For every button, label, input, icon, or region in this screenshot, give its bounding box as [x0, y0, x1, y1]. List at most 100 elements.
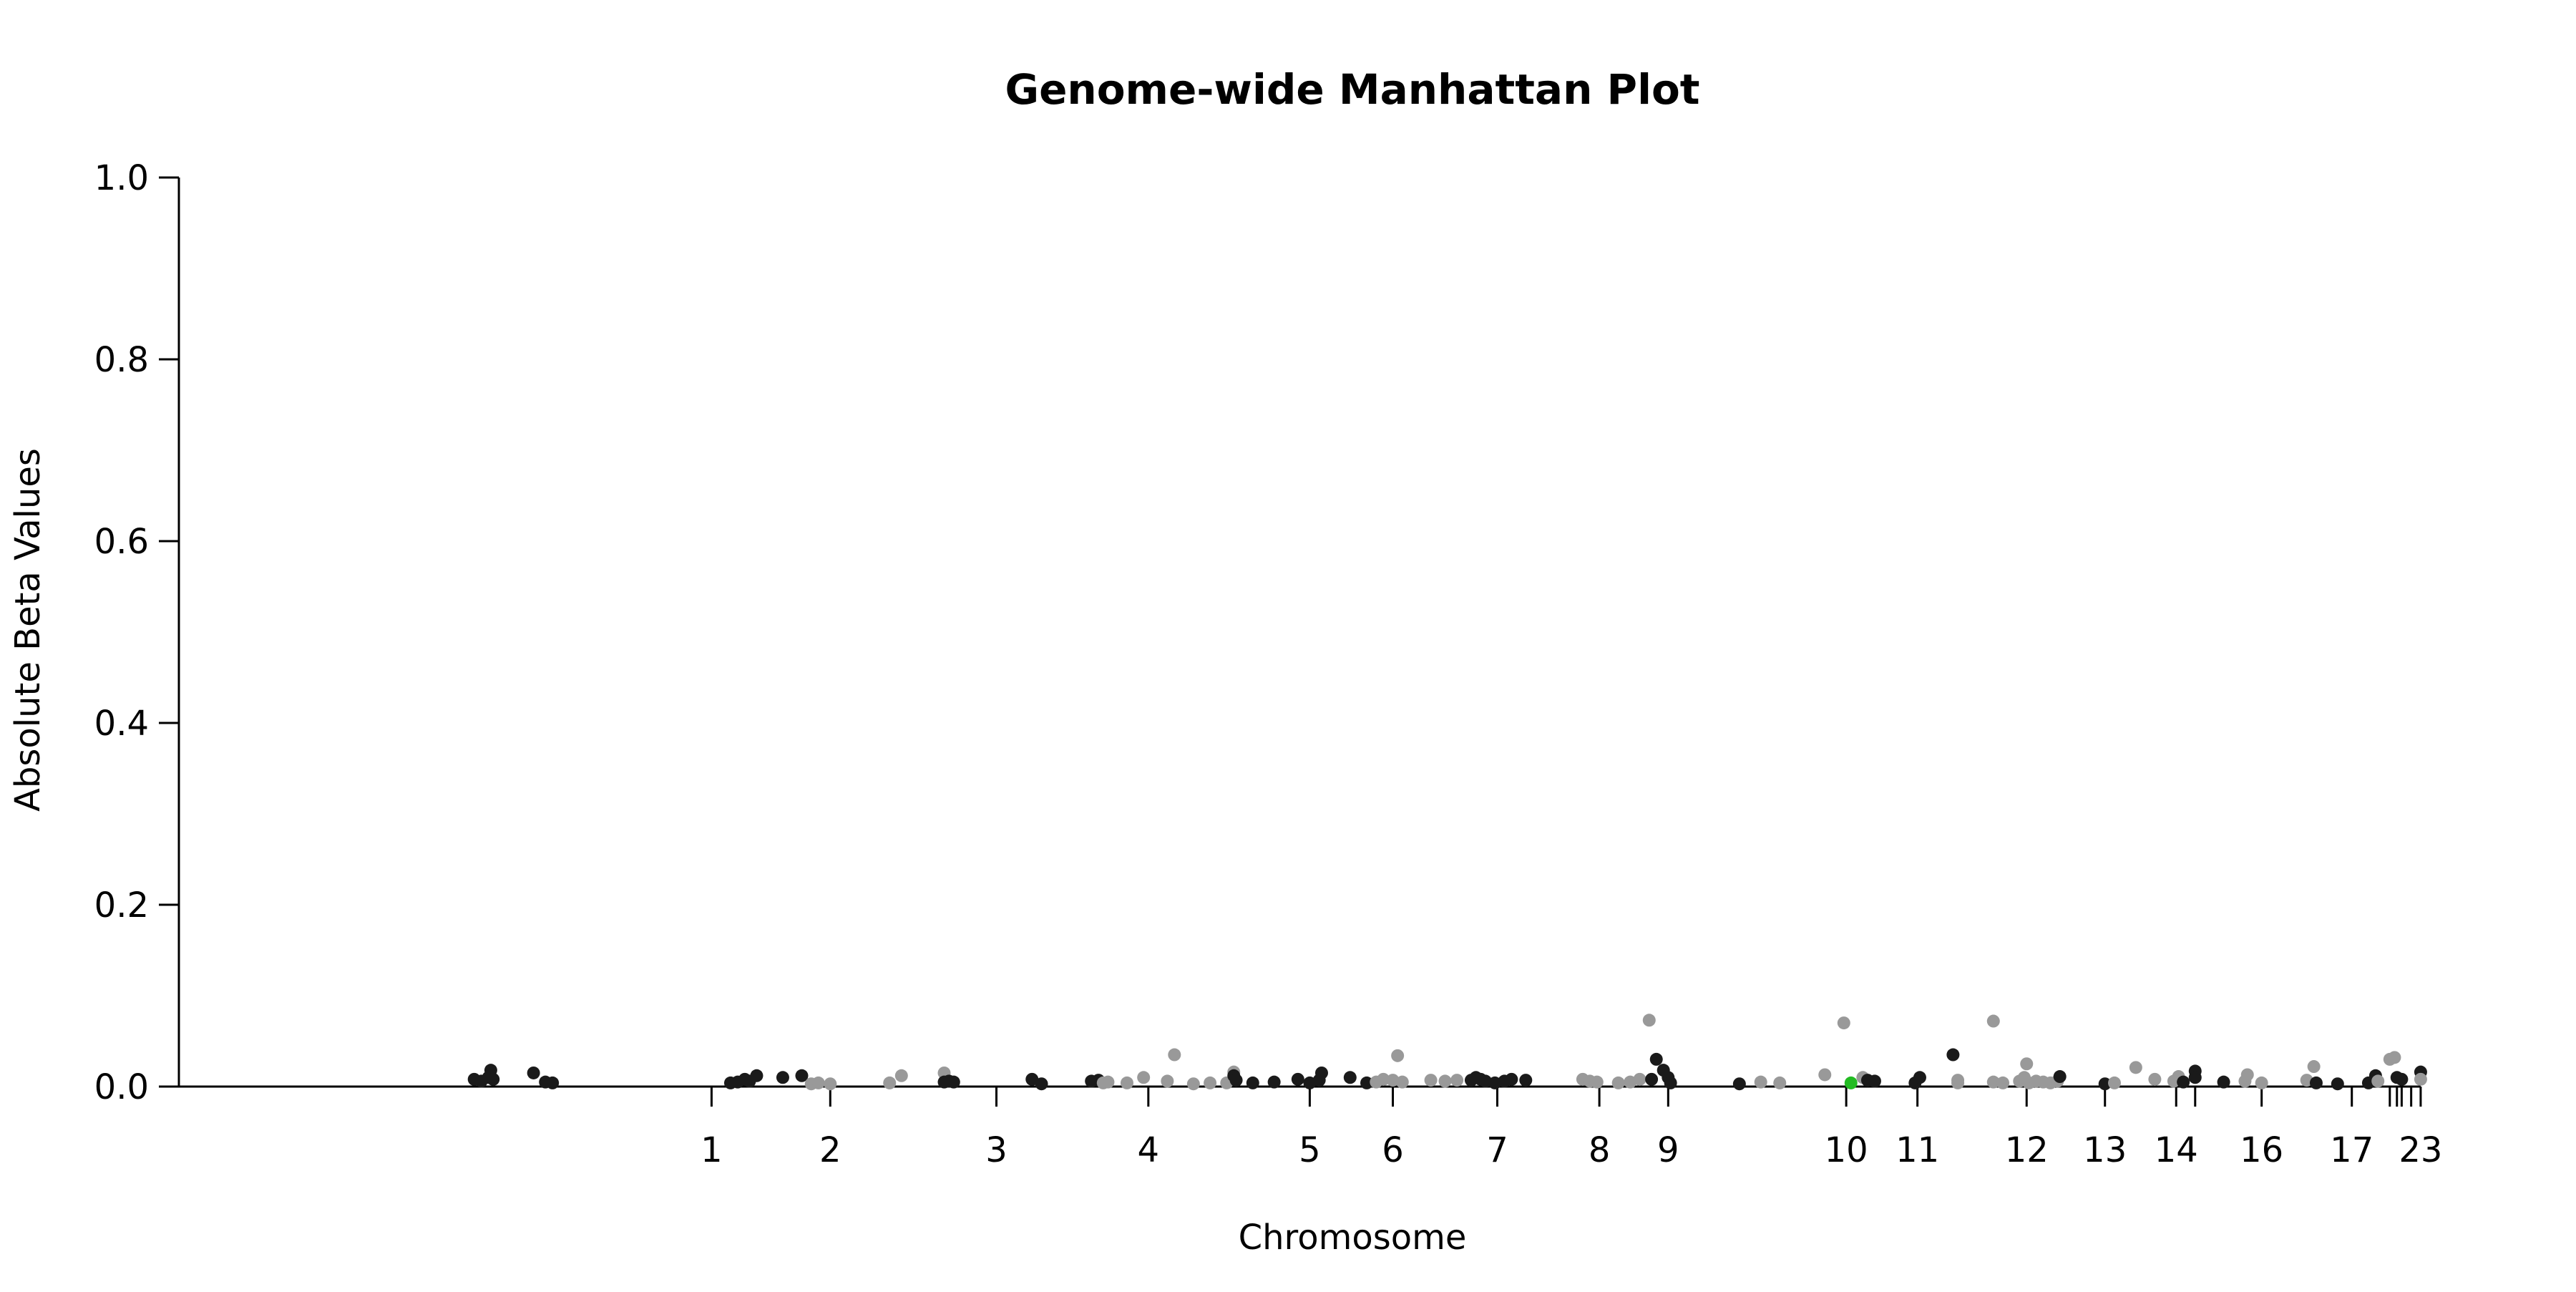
data-point	[1186, 1077, 1200, 1091]
y-tick-label: 1.0	[94, 158, 149, 198]
y-tick-label: 0.8	[94, 340, 149, 380]
data-point	[1773, 1076, 1787, 1089]
x-tick-label: 13	[2083, 1130, 2127, 1170]
data-point	[2217, 1075, 2230, 1089]
highlight-point	[1844, 1076, 1858, 1089]
data-point	[1246, 1076, 1259, 1089]
data-point	[1946, 1048, 1960, 1062]
data-point	[1505, 1072, 1518, 1086]
data-point	[1986, 1014, 2000, 1028]
data-point	[1996, 1076, 2010, 1089]
data-point	[1360, 1076, 1374, 1089]
data-point	[487, 1072, 500, 1086]
data-point	[1343, 1071, 1357, 1084]
data-points	[467, 1014, 2427, 1091]
data-point	[750, 1069, 763, 1082]
y-axis-ticks: 0.0 0.2 0.4 0.6 0.8 1.0	[94, 158, 179, 1107]
data-point	[2107, 1076, 2121, 1089]
x-tick-label: 2	[819, 1130, 841, 1170]
y-axis-label: Absolute Beta Values	[8, 448, 48, 812]
chart-title: Genome-wide Manhattan Plot	[1005, 65, 1699, 114]
data-point	[947, 1075, 960, 1089]
data-point	[894, 1069, 908, 1082]
x-tick-label: 11	[1896, 1130, 1939, 1170]
x-tick-label: 7	[1486, 1130, 1508, 1170]
y-tick-label: 0.4	[94, 704, 149, 744]
data-point	[1818, 1068, 1832, 1082]
data-point	[1391, 1049, 1405, 1062]
data-point	[2240, 1068, 2254, 1082]
data-point	[2309, 1076, 2323, 1089]
data-point	[1101, 1075, 1115, 1089]
data-point	[1986, 1075, 2000, 1089]
data-point	[1590, 1075, 1604, 1089]
data-point	[1837, 1016, 1850, 1030]
data-point	[2255, 1076, 2268, 1089]
data-point	[1120, 1076, 1133, 1089]
data-point	[2371, 1074, 2385, 1088]
data-point	[1395, 1075, 1409, 1089]
y-tick-label: 0.2	[94, 885, 149, 926]
data-point	[1204, 1076, 1217, 1089]
x-tick-label: 9	[1657, 1130, 1679, 1170]
data-point	[2020, 1057, 2034, 1071]
x-tick-label: 6	[1382, 1130, 1404, 1170]
y-tick-label: 0.6	[94, 522, 149, 562]
data-point	[1267, 1075, 1281, 1089]
data-point	[2148, 1072, 2162, 1086]
x-tick-label: 12	[2005, 1130, 2049, 1170]
x-tick-label: 14	[2155, 1130, 2198, 1170]
data-point	[2414, 1072, 2427, 1086]
data-point	[2098, 1077, 2112, 1091]
data-point	[811, 1076, 825, 1089]
data-point	[1633, 1072, 1646, 1086]
x-tick-label: 1	[701, 1130, 723, 1170]
data-point	[1642, 1014, 1656, 1027]
data-point	[1913, 1071, 1926, 1084]
data-point	[1611, 1076, 1625, 1089]
data-point	[1229, 1074, 1243, 1087]
data-point	[776, 1071, 789, 1084]
data-point	[2053, 1070, 2067, 1084]
data-point	[2395, 1072, 2409, 1086]
data-point	[1377, 1072, 1390, 1086]
data-point	[1951, 1076, 1965, 1089]
data-point	[527, 1066, 540, 1079]
x-tick-label: 8	[1589, 1130, 1611, 1170]
data-point	[1168, 1048, 1181, 1062]
x-tick-label: 23	[2399, 1130, 2442, 1170]
data-point	[1424, 1074, 1438, 1087]
data-point	[1137, 1071, 1151, 1084]
data-point	[824, 1077, 837, 1091]
data-point	[1754, 1075, 1767, 1089]
x-tick-label: 3	[985, 1130, 1008, 1170]
data-point	[1291, 1072, 1304, 1086]
x-axis-label: Chromosome	[1239, 1218, 1467, 1258]
x-tick-label: 5	[1299, 1130, 1321, 1170]
data-point	[1161, 1074, 1174, 1088]
y-tick-label: 0.0	[94, 1067, 149, 1107]
x-tick-label: 4	[1138, 1130, 1160, 1170]
data-point	[2188, 1071, 2202, 1084]
data-point	[2177, 1075, 2190, 1089]
data-point	[1519, 1074, 1533, 1087]
x-tick-label: 10	[1825, 1130, 1868, 1170]
x-tick-label: 16	[2240, 1130, 2283, 1170]
data-point	[1450, 1074, 1464, 1087]
x-axis-ticks: 1 2 3 4 5 6 7 8 9 10 11 12 13 14 16 17 23	[701, 1087, 2442, 1170]
data-point	[1314, 1066, 1328, 1079]
data-point	[2129, 1061, 2142, 1074]
data-point	[1868, 1074, 1881, 1088]
data-point	[1035, 1077, 1048, 1091]
x-tick-label: 17	[2330, 1130, 2373, 1170]
data-point	[795, 1069, 809, 1082]
data-point	[1438, 1074, 1452, 1088]
data-point	[1664, 1076, 1677, 1089]
data-point	[1649, 1052, 1663, 1066]
data-point	[2307, 1060, 2321, 1074]
data-point	[1732, 1077, 1746, 1091]
data-point	[1645, 1072, 1659, 1086]
data-point	[2331, 1077, 2344, 1091]
